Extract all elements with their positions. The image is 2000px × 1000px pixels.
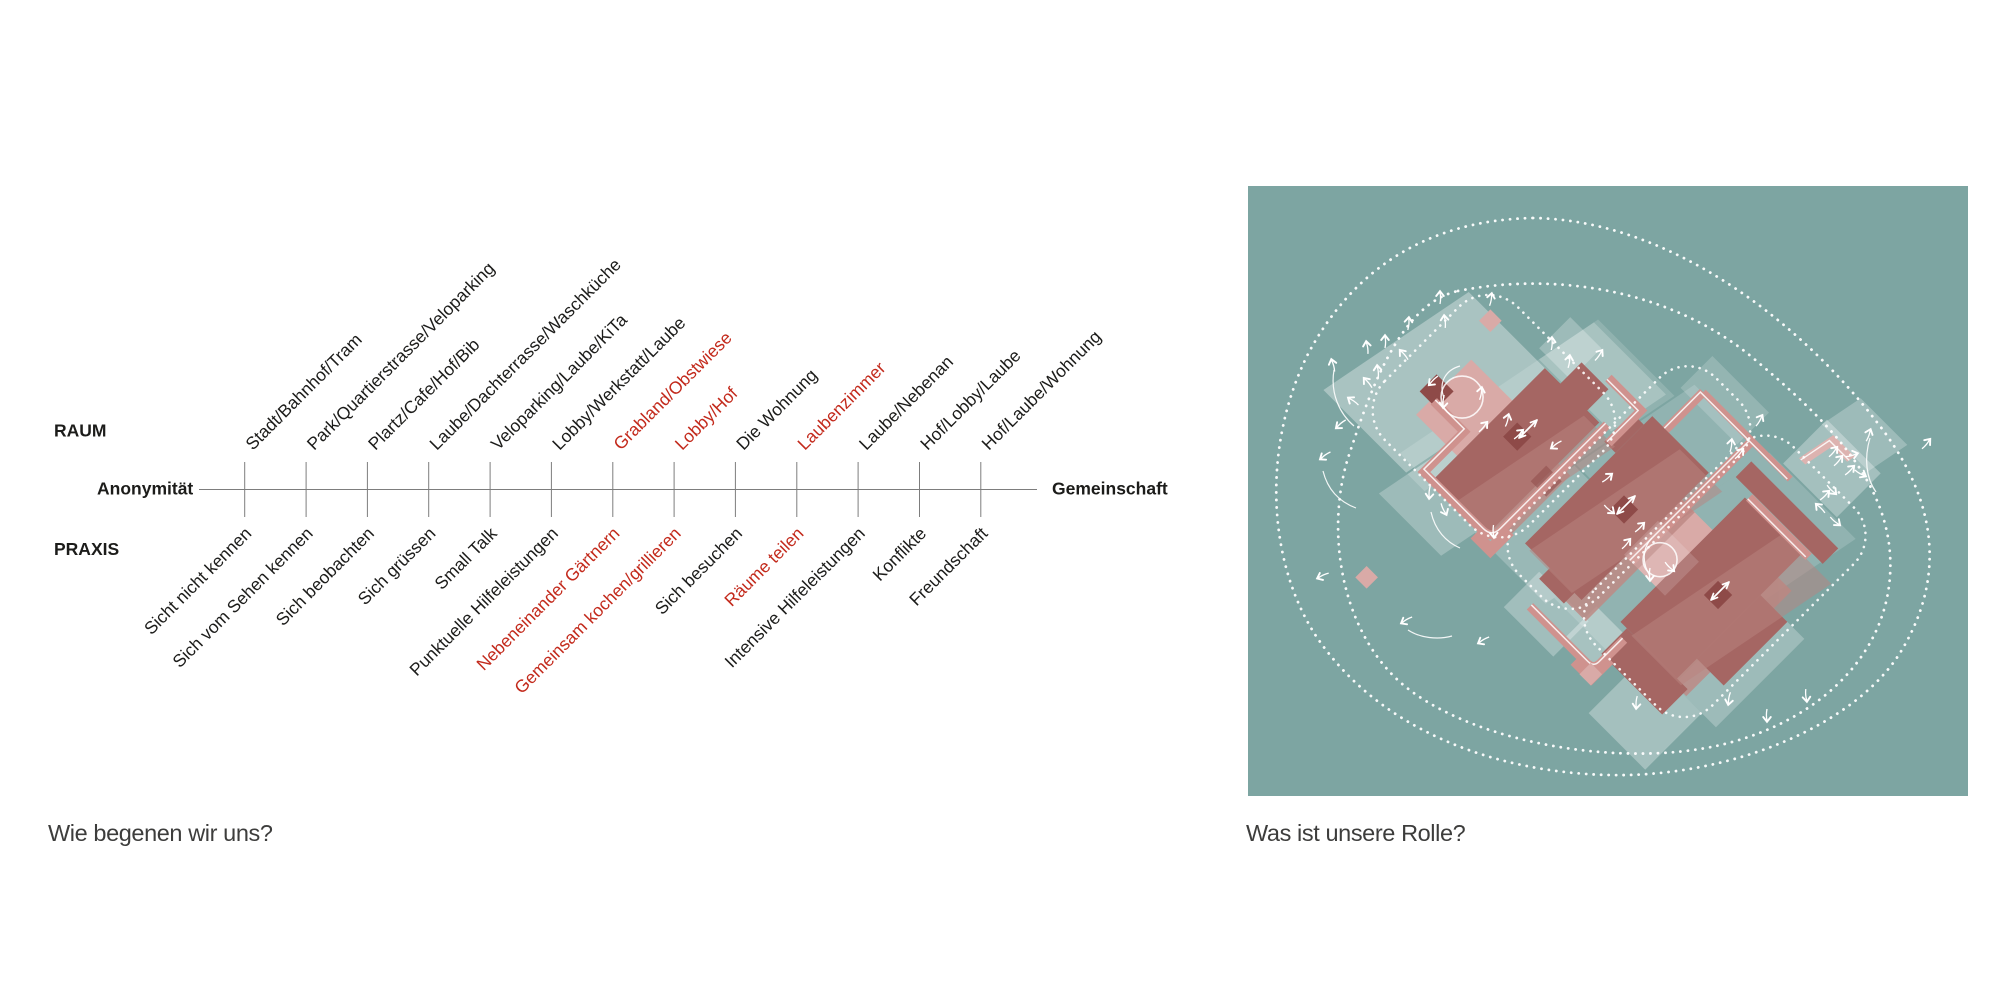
- svg-text:Stadt/Bahnhof/Tram: Stadt/Bahnhof/Tram: [241, 329, 365, 453]
- svg-text:RAUM: RAUM: [54, 421, 107, 441]
- svg-text:Plartz/Cafe/Hof/Bib: Plartz/Cafe/Hof/Bib: [364, 334, 483, 453]
- svg-text:Sicht nicht kennen: Sicht nicht kennen: [140, 523, 255, 638]
- svg-text:PRAXIS: PRAXIS: [54, 539, 119, 559]
- svg-text:Anonymität: Anonymität: [97, 479, 193, 499]
- svg-text:Grabland/Obstwiese: Grabland/Obstwiese: [609, 328, 735, 454]
- svg-text:Konflikte: Konflikte: [869, 523, 931, 585]
- svg-text:Gemeinschaft: Gemeinschaft: [1052, 479, 1168, 499]
- svg-text:Hof/Laube/Wohnung: Hof/Laube/Wohnung: [978, 326, 1105, 453]
